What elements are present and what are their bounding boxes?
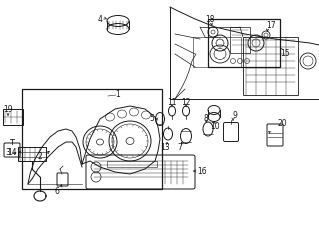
Text: 16: 16 <box>197 167 207 176</box>
Text: 11: 11 <box>167 98 177 107</box>
Bar <box>18 147 46 161</box>
Bar <box>22 90 162 189</box>
Text: 18: 18 <box>205 15 215 24</box>
Text: 14: 14 <box>7 148 17 157</box>
Bar <box>208 20 280 68</box>
Text: 10: 10 <box>210 122 220 131</box>
Text: 1: 1 <box>115 90 120 99</box>
Text: 17: 17 <box>266 21 276 30</box>
Text: 13: 13 <box>160 143 170 152</box>
Text: 12: 12 <box>181 98 191 107</box>
Text: 9: 9 <box>233 111 237 120</box>
Text: 5: 5 <box>150 114 154 123</box>
Bar <box>107 161 157 167</box>
Text: 4: 4 <box>98 15 102 23</box>
Bar <box>3 109 23 126</box>
Text: 6: 6 <box>55 187 59 196</box>
Text: 2: 2 <box>38 152 42 161</box>
Text: 8: 8 <box>204 114 208 123</box>
Text: 3: 3 <box>5 148 11 157</box>
Text: 19: 19 <box>3 105 13 114</box>
Text: 15: 15 <box>280 49 290 58</box>
Bar <box>230 28 250 54</box>
Bar <box>193 38 241 68</box>
Bar <box>243 38 298 96</box>
Text: 20: 20 <box>277 119 287 128</box>
Text: 7: 7 <box>178 143 182 152</box>
